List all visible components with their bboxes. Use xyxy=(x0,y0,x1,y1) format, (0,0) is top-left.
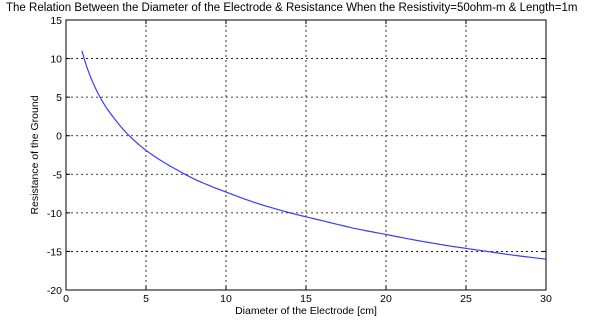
x-tick-label: 10 xyxy=(220,293,232,305)
y-tick-label: -5 xyxy=(53,169,62,181)
tick-layer: 0 5 10 15 20 25 30 -20 -15 -10 -5 0 5 10 15 xyxy=(47,15,552,305)
y-tick-label: 15 xyxy=(50,15,62,27)
series-line xyxy=(81,50,547,260)
y-tick-label: -10 xyxy=(47,208,62,220)
y-tick-label: -15 xyxy=(47,246,62,258)
x-tick-label: 30 xyxy=(540,293,552,305)
y-tick-label: 0 xyxy=(56,131,62,143)
x-tick-label: 20 xyxy=(380,293,392,305)
y-axis-label: Resistance of the Ground xyxy=(29,95,41,214)
x-tick-label: 15 xyxy=(300,293,312,305)
chart-title: The Relation Between the Diameter of the… xyxy=(6,2,578,14)
grid-layer xyxy=(66,20,546,290)
x-tick-label: 0 xyxy=(63,293,69,305)
x-tick-label: 5 xyxy=(143,293,149,305)
y-tick-label: 10 xyxy=(50,54,62,66)
x-tick-label: 25 xyxy=(460,293,472,305)
x-axis-label: Diameter of the Electrode [cm] xyxy=(235,305,377,317)
y-tick-label: 5 xyxy=(56,92,62,104)
y-tick-label: -20 xyxy=(47,285,62,297)
